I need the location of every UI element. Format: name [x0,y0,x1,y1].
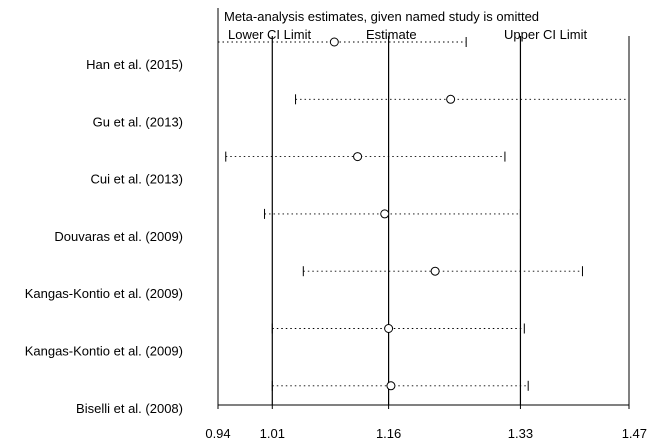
reference-label: Lower CI Limit [228,27,311,42]
study-label: Han et al. (2015) [86,57,183,72]
study-label: Douvaras et al. (2009) [54,229,183,244]
x-tick-label: 1.47 [622,426,647,441]
reference-lines: Lower CI Limit Estimate Upper CI Limit [217,8,630,405]
chart-title: Meta-analysis estimates, given named stu… [224,9,539,24]
estimate-point [353,152,363,162]
reference-label: Estimate [366,27,417,42]
estimate-point [384,324,394,333]
estimate-point [386,381,396,391]
x-axis: 0.94 1.01 1.16 1.33 1.47 [205,404,647,441]
x-tick-label: 1.33 [508,426,533,441]
study-label: Cui et al. (2013) [91,172,184,187]
estimate-point [329,37,339,47]
estimate-point [380,209,390,219]
study-label: Kangas-Kontio et al. (2009) [25,286,183,301]
study-rows: Han et al. (2015) Gu et al. (2013) Cui et … [25,37,630,416]
reference-label: Upper CI Limit [504,27,587,42]
x-tick-label: 1.16 [376,426,401,441]
x-tick-label: 0.94 [205,426,230,441]
x-tick-label: 1.01 [260,426,285,441]
study-label: Biselli et al. (2008) [76,401,183,416]
estimate-point [430,266,440,276]
study-label: Gu et al. (2013) [93,114,183,129]
study-label: Kangas-Kontio et al. (2009) [25,344,183,359]
estimate-point [446,94,456,104]
